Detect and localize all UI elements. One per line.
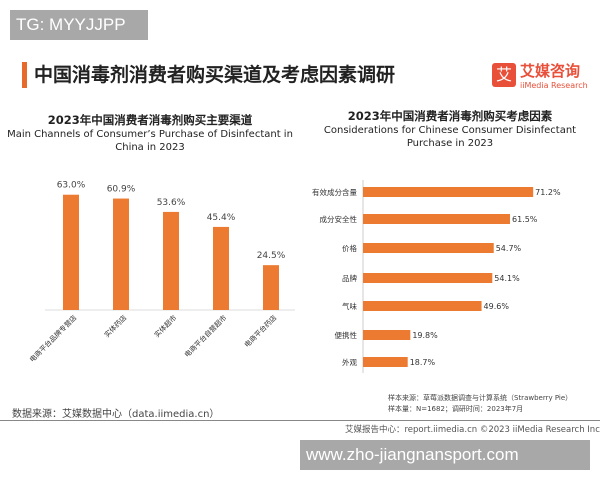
bar <box>363 187 534 197</box>
category-label: 价格 <box>342 243 357 253</box>
logo-mark: 艾 <box>492 63 516 87</box>
data-label: 18.7% <box>410 358 436 367</box>
watermark-bottom: www.zho-jiangnansport.com <box>300 440 590 470</box>
bar <box>363 214 510 224</box>
data-label: 19.8% <box>412 331 438 340</box>
bar <box>363 301 482 311</box>
right-chart-header: 2023年中国消费者消毒剂购买考虑因素 Considerations for C… <box>315 110 585 150</box>
bar <box>363 273 493 283</box>
left-chart-title: 2023年中国消费者消毒剂购买主要渠道 <box>47 113 253 127</box>
sample-note: 样本来源：草莓派数据调查与计算系统（Strawberry Pie） 样本量：N=1… <box>388 393 572 415</box>
data-label: 63.0% <box>57 181 86 191</box>
category-label: 电商平台药店 <box>242 313 278 349</box>
footer: 艾媒报告中心：report.iimedia.cn ©2023 iiMedia R… <box>345 425 600 435</box>
left-bar-chart: 63.0% 电商平台品牌专营店 60.9% 实体药店 53.6% 实体超市 45.4% 电商平… <box>28 181 295 364</box>
category-label: 外观 <box>342 357 357 367</box>
sample-size: 样本量：N=1682；调研时间：2023年7月 <box>388 405 524 413</box>
logo-en: iiMedia Research <box>520 81 588 90</box>
title-accent-bar <box>22 62 27 88</box>
left-chart-subtitle: Main Channels of Consumer’s Purchase of … <box>7 129 293 153</box>
bar <box>63 194 79 310</box>
category-label: 便携性 <box>335 330 358 340</box>
logo-cn: 艾媒咨询 <box>520 62 581 80</box>
data-label: 53.6% <box>157 198 186 208</box>
category-label: 品牌 <box>342 273 357 283</box>
category-label: 电商平台自营超市 <box>182 313 228 359</box>
bar <box>363 243 494 253</box>
bar <box>363 330 411 340</box>
category-label: 实体药店 <box>102 313 128 339</box>
data-label: 54.7% <box>496 244 522 253</box>
data-label: 71.2% <box>535 188 561 197</box>
right-bar-chart: 71.2% 有效成分含量 61.5% 成分安全性 54.7% 价格 54.1% 品牌 49.6%… <box>312 180 561 373</box>
right-chart-title: 2023年中国消费者消毒剂购买考虑因素 <box>347 109 553 123</box>
data-label: 49.6% <box>484 302 510 311</box>
category-label: 有效成分含量 <box>312 187 357 197</box>
divider <box>0 420 600 421</box>
data-label: 45.4% <box>207 213 236 223</box>
data-label: 54.1% <box>494 274 520 283</box>
bar <box>163 211 179 310</box>
sample-source: 样本来源：草莓派数据调查与计算系统（Strawberry Pie） <box>388 394 573 402</box>
data-label: 24.5% <box>257 251 286 261</box>
data-source: 数据来源：艾媒数据中心（data.iimedia.cn） <box>12 409 220 420</box>
bar <box>363 357 408 367</box>
category-label: 电商平台品牌专营店 <box>28 313 79 364</box>
data-label: 60.9% <box>107 185 136 195</box>
page-title: 中国消毒剂消费者购买渠道及考虑因素调研 <box>34 64 396 86</box>
right-chart-subtitle: Considerations for Chinese Consumer Disi… <box>323 125 577 149</box>
watermark-top: TG: MYYJJPP <box>10 10 148 40</box>
category-label: 成分安全性 <box>320 214 358 224</box>
bar <box>263 265 279 310</box>
logo: 艾 艾媒咨询 iiMedia Research <box>492 60 588 90</box>
bar <box>113 198 129 310</box>
category-label: 气味 <box>342 301 357 311</box>
category-label: 实体超市 <box>152 313 178 339</box>
left-chart-header: 2023年中国消费者消毒剂购买主要渠道 Main Channels of Con… <box>5 114 295 154</box>
data-label: 61.5% <box>512 215 538 224</box>
bar <box>213 226 229 310</box>
